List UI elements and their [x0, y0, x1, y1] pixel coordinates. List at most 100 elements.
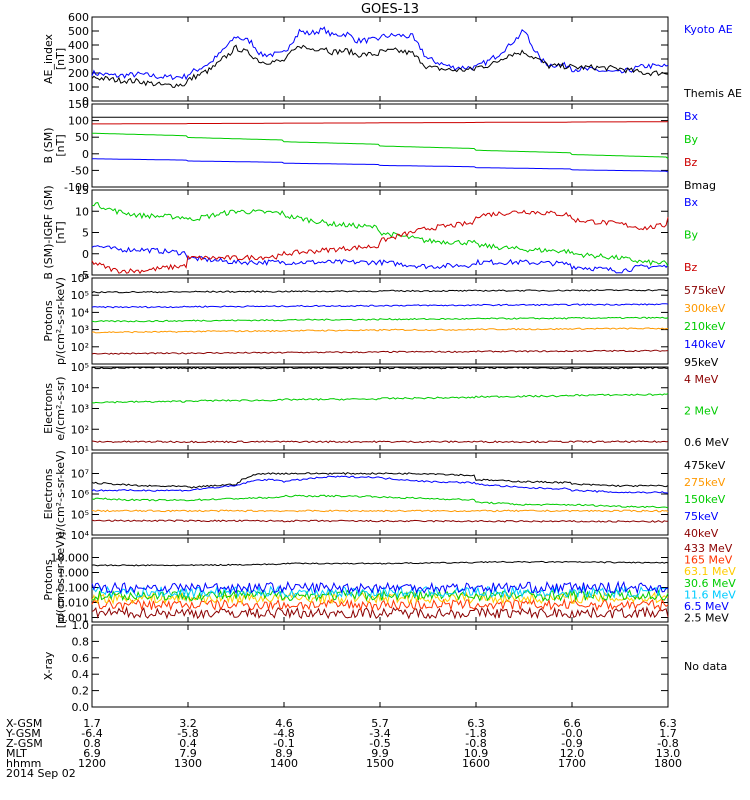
legend-label: Bx	[684, 196, 699, 209]
panel-note: No data	[684, 660, 727, 673]
legend-label: 0.6 MeV	[684, 436, 729, 449]
y-axis-unit: [nT]	[54, 48, 67, 70]
y-axis-unit: [nT]	[54, 134, 67, 156]
y-tick-label: 15	[75, 184, 89, 197]
y-tick-label: 10⁶	[71, 272, 90, 285]
y-tick-label: 10⁶	[71, 488, 90, 501]
y-axis-unit: p/(cm²-s-sr-keV)	[54, 277, 67, 365]
y-axis-unit: [nT]	[54, 221, 67, 243]
ephemeris-row-label: MLT	[6, 747, 27, 760]
series-line-4-1	[91, 392, 669, 404]
legend-label: 11.6 MeV	[684, 588, 736, 601]
y-axis-label: Protons	[42, 559, 55, 600]
y-tick-label: 0.010	[58, 596, 90, 609]
ephemeris-footer: X-GSM 1.7 3.2 4.6 5.7 6.3 6.6 6.3 Y-GSM -6.4 -5.8 -…	[5, 717, 682, 780]
series-line-1-2	[92, 121, 669, 125]
panel-frame	[91, 452, 669, 536]
series-line-4-2	[91, 366, 669, 370]
ephemeris-value: 6.6	[563, 717, 581, 730]
y-tick-label: 10⁵	[71, 509, 89, 522]
ephemeris-value: -0.8	[465, 737, 486, 750]
series-line-3-0	[91, 349, 669, 355]
y-tick-label: 50	[75, 131, 89, 144]
y-tick-label: 10³	[71, 324, 89, 337]
legend-label: 6.5 MeV	[684, 600, 729, 613]
y-tick-label: 0	[82, 248, 89, 261]
figure-title: GOES-13	[361, 2, 419, 17]
ephemeris-value: -0.5	[369, 737, 390, 750]
y-tick-label: 10⁵	[71, 289, 89, 302]
ephemeris-row-label: Z-GSM	[6, 737, 43, 750]
y-axis-label: AE_index	[42, 33, 55, 84]
series-line-0-0	[91, 26, 669, 81]
y-tick-label: 0.6	[72, 652, 90, 665]
ephemeris-value: 1400	[270, 757, 298, 770]
y-axis-label: X-ray	[42, 651, 55, 680]
y-tick-label: 1.0	[72, 619, 90, 632]
series-line-3-3	[91, 303, 669, 309]
series-line-4-0	[91, 440, 669, 444]
ephemeris-value: -3.4	[369, 727, 390, 740]
legend-label: 433 MeV	[684, 542, 733, 555]
y-tick-label: 100	[68, 81, 89, 94]
y-tick-label: 0.4	[72, 668, 90, 681]
ephemeris-value: 4.6	[275, 717, 293, 730]
y-tick-label: 10²	[71, 341, 89, 354]
series-line-3-4	[91, 289, 669, 294]
y-axis-label: Protons	[42, 300, 55, 341]
legend-label: Bz	[684, 261, 698, 274]
legend-label: 4 MeV	[684, 373, 719, 386]
series-line-2-0	[91, 245, 669, 274]
ephemeris-value: 1.7	[83, 717, 101, 730]
y-tick-label: 500	[68, 25, 89, 38]
ephemeris-value: 7.9	[179, 747, 197, 760]
ephemeris-value: -0.9	[561, 737, 582, 750]
series-line-6-4	[91, 584, 669, 599]
series-line-6-5	[91, 580, 669, 595]
legend-label: 165 MeV	[684, 554, 733, 567]
legend-label: 40keV	[684, 527, 719, 540]
panel-frame	[91, 366, 669, 451]
legend-label: 140keV	[684, 338, 726, 351]
ephemeris-value: 1600	[462, 757, 490, 770]
legend-label: 75keV	[684, 510, 719, 523]
y-tick-label: 10⁵	[71, 361, 89, 374]
ephemeris-value: -0.0	[561, 727, 582, 740]
series-line-3-1	[91, 327, 668, 334]
y-tick-label: -100	[64, 181, 89, 194]
panel-frame	[91, 16, 669, 102]
ephemeris-value: -1.8	[465, 727, 486, 740]
ephemeris-row-label: hhmm	[6, 757, 41, 770]
series-line-2-2	[91, 209, 669, 275]
ephemeris-row-label: Y-GSM	[5, 727, 41, 740]
series-line-0-1	[91, 44, 669, 88]
legend-label: 150keV	[684, 493, 726, 506]
y-tick-label: 10²	[71, 423, 89, 436]
ephemeris-value: 1.7	[659, 727, 677, 740]
y-tick-label: 300	[68, 53, 89, 66]
ephemeris-row-label: X-GSM	[6, 717, 42, 730]
y-tick-label: 10⁷	[71, 468, 89, 481]
ephemeris-value: 9.9	[371, 747, 389, 760]
y-axis-unit: [p/(cm²-s-sr-keV)]	[54, 532, 67, 629]
ephemeris-value: 1700	[558, 757, 586, 770]
series-line-6-6	[91, 560, 669, 567]
ephemeris-value: 3.2	[179, 717, 197, 730]
ephemeris-value: 5.7	[371, 717, 389, 730]
date-label: 2014 Sep 02	[6, 767, 76, 780]
series-line-6-3	[91, 588, 669, 603]
legend-label: Bx	[684, 110, 699, 123]
y-tick-label: 1.000	[58, 567, 90, 580]
panel-3: 10² 10³ 10⁴ 10⁵ 10⁶ Protons p/(cm²-s-sr-keV) 57…	[42, 272, 726, 369]
legend-label: Bz	[684, 156, 698, 169]
series-line-5-0	[91, 472, 669, 489]
legend-label: Themis AE	[683, 87, 742, 100]
series-line-5-3	[91, 475, 669, 494]
y-tick-label: 0.100	[58, 581, 90, 594]
series-line-6-0	[91, 605, 669, 620]
ephemeris-value: -5.8	[177, 727, 198, 740]
panel-4: 10¹ 10² 10³ 10⁴ 10⁵ Electrons e/(cm²-s-sr) 4 Me…	[42, 361, 729, 457]
panel-5: 10⁴ 10⁵ 10⁶ 10⁷ Electrons e/(cm²-s-sr-keV) 475…	[42, 450, 726, 542]
ephemeris-value: 6.3	[659, 717, 677, 730]
